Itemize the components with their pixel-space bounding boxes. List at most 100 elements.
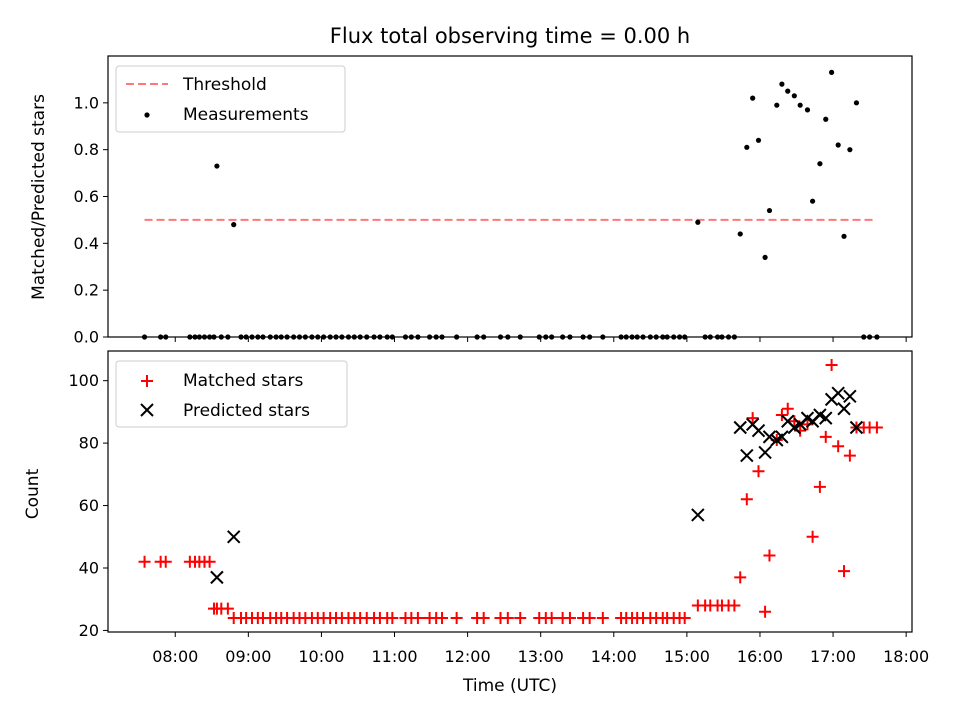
matched-star-point [806,530,819,543]
y-tick-label: 0.8 [74,140,99,159]
y-tick-label: 20 [79,621,99,640]
y-tick-label: 0.4 [74,234,99,253]
y-tick-label: 0.6 [74,187,99,206]
ratio-legend-box [115,65,346,133]
matched-star-point [825,359,838,372]
x-tick-label: 15:00 [664,647,710,666]
matched-star-point [501,611,514,624]
matched-star-point [583,611,596,624]
predicted-star-point [762,430,777,444]
matched-star-point [477,611,490,624]
matched-star-point [746,412,759,425]
ratio-panel: 0.0 0.2 0.4 0.6 0.8 1.0 Matched/Predicted sta… [29,55,913,347]
measurement-point [829,69,835,75]
measurement-point [791,93,797,99]
predicted-star-point [740,448,754,463]
legend-measurements-swatch [144,112,150,118]
ratio-y-axis-label: Matched/Predicted stars [29,94,49,300]
matched-star-point [759,605,772,618]
predicted-star-point [227,530,241,544]
measurement-point [779,81,785,87]
measurement-point [766,207,773,214]
x-tick-label: 09:00 [225,647,271,666]
matched-star-point [832,440,845,453]
measurement-point [231,222,237,228]
measurement-point [785,88,791,94]
matched-star-point [813,480,826,493]
matched-star-point [843,449,856,462]
predicted-star-point [849,420,864,435]
measurement-point [695,219,701,225]
matched-star-point [159,555,172,568]
measurement-point [750,95,756,101]
matched-star-point [734,571,747,584]
y-tick-label: 40 [79,558,99,577]
x-tick-label: 13:00 [518,647,564,666]
matched-star-point [752,465,765,478]
predicted-star-point [837,402,851,416]
matched-star-point [838,565,851,578]
matched-star-point [740,493,753,506]
matched-star-point [763,549,776,562]
predicted-star-point [210,570,224,585]
predicted-star-point [751,423,766,438]
matched-star-point [563,611,576,624]
y-tick-label: 0.0 [74,328,99,347]
x-tick-label: 16:00 [737,647,783,666]
matched-star-point [596,611,609,624]
x-tick-label: 10:00 [298,647,344,666]
measurement-point [817,161,823,167]
legend-matched-swatch [141,375,153,387]
x-tick-label: 18:00 [883,647,929,666]
measurement-point [835,142,841,148]
x-tick-label: 17:00 [810,647,856,666]
predicted-star-point [843,389,857,403]
measurement-point [737,231,743,237]
predicted-star-point [831,386,845,400]
measurement-point [853,100,860,106]
counts-legend-box [115,360,348,428]
x-tick-label: 11:00 [371,647,417,666]
legend-measurements-label: Measurements [183,105,309,125]
measurement-point [841,233,847,239]
predicted-star-point [758,445,772,460]
legend-predicted-swatch [140,403,154,417]
y-tick-label: 80 [79,434,99,453]
measurement-point [214,163,220,169]
matched-star-point [775,409,788,422]
matched-star-point [138,555,151,568]
measurement-point [797,102,803,108]
x-tick-label: 12:00 [445,647,491,666]
measurement-point [762,254,768,260]
counts-legend: Matched stars Predicted stars [115,360,348,428]
legend-matched-label: Matched stars [183,371,303,391]
chart-title: Flux total observing time = 0.00 h [330,24,690,48]
x-tick-label: 14:00 [591,647,637,666]
counts-y-axis-label: Count [23,468,43,519]
predicted-star-point [691,508,705,522]
matched-star-point [801,418,814,431]
x-tick-label: 08:00 [152,647,198,666]
matched-star-point [545,611,558,624]
measurement-point [823,116,829,122]
measurement-point [755,137,762,143]
matched-star-point [386,611,399,624]
matched-star-point [819,430,832,443]
measurement-point [774,102,780,108]
predicted-star-point [733,420,747,435]
matched-star-point [221,602,234,615]
legend-threshold-label: Threshold [182,75,267,95]
counts-panel-frame [107,350,913,633]
matched-star-point [436,611,449,624]
y-tick-label: 0.2 [74,281,99,300]
y-tick-label: 1.0 [74,93,99,112]
matched-star-point [870,421,883,434]
matched-star-point [411,611,424,624]
y-tick-label: 60 [79,496,99,515]
measurement-point [744,144,750,150]
matched-star-point [678,611,691,624]
counts-panel: 20 40 60 80 100 08:00 09:00 10:00 11:00 12:00 13:0… [23,350,929,696]
matched-star-point [514,611,527,624]
x-axis-label: Time (UTC) [462,676,557,696]
